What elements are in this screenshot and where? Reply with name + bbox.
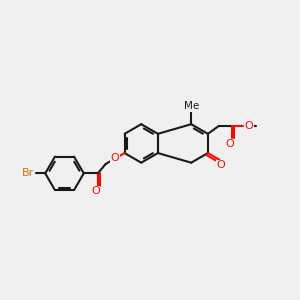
Text: O: O [244, 121, 253, 130]
Text: Br: Br [22, 168, 34, 178]
Text: O: O [91, 186, 100, 196]
Text: O: O [216, 160, 225, 170]
Text: O: O [111, 153, 119, 163]
Text: Me: Me [184, 101, 199, 111]
Text: O: O [225, 139, 234, 149]
